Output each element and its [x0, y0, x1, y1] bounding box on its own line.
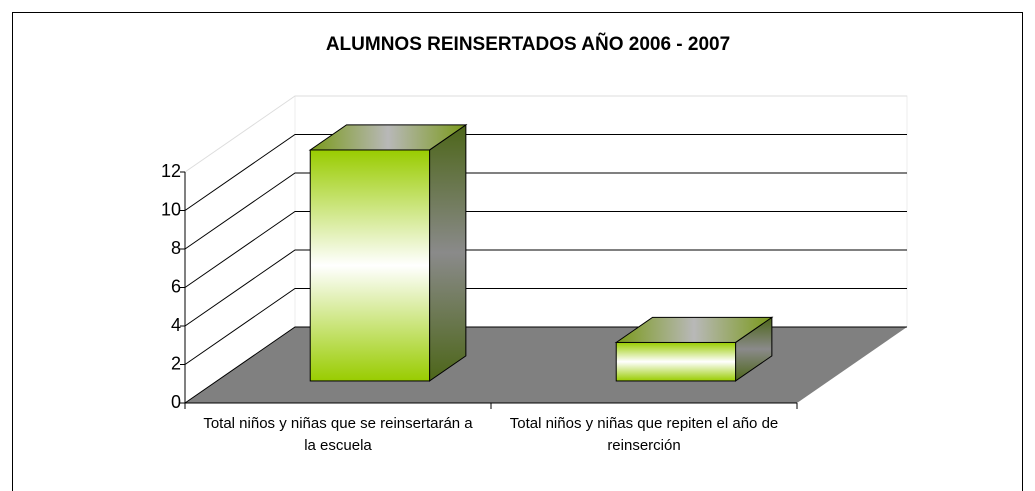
grid-line [184, 95, 907, 173]
y-tick-label: 4 [171, 315, 181, 335]
grid-line [184, 134, 907, 211]
grid-line [184, 249, 907, 327]
floor [185, 327, 907, 403]
chart-title: ALUMNOS REINSERTADOS AÑO 2006 - 2007 [326, 33, 730, 55]
y-tick-label: 6 [171, 276, 181, 296]
y-tick-label: 8 [171, 238, 181, 258]
bar [309, 149, 431, 382]
y-tick-label: 12 [161, 161, 181, 181]
y-tick-label: 10 [161, 199, 181, 219]
grid-line [184, 211, 907, 288]
y-tick-label: 2 [171, 353, 181, 373]
x-tick-label: Total niños y niñas que repiten el año d… [509, 415, 779, 454]
grid-line [184, 288, 907, 365]
grid-line [184, 172, 907, 250]
y-tick-label: 0 [171, 392, 181, 412]
bar-side [429, 123, 467, 382]
x-tick-label: Total niños y niñas que se reinsertarán … [203, 415, 473, 454]
bar [615, 341, 737, 382]
